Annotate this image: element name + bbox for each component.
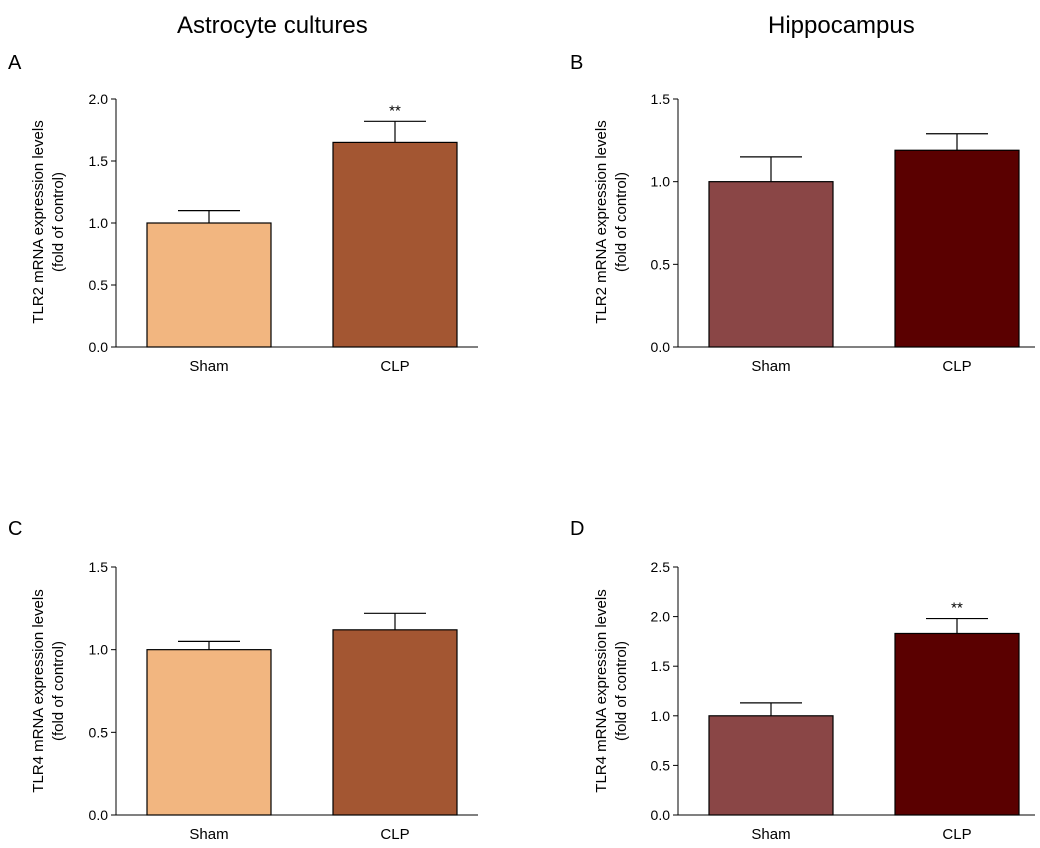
panel-d-y-axis-label-sub: (fold of control) xyxy=(613,641,630,741)
panel-letter-b: B xyxy=(570,52,584,74)
panel-c-sham-bar xyxy=(146,649,272,816)
panel-a-y-tick-label: 2.0 xyxy=(89,91,109,107)
panel-c-y-tick-label: 0.5 xyxy=(89,724,109,740)
panel-b-y-tick-label: 1.0 xyxy=(651,174,671,190)
panel-b-clp-bar xyxy=(894,149,1020,348)
panel-d-clp-bar xyxy=(894,632,1020,816)
panel-c-x-tick-label-sham: Sham xyxy=(189,826,228,843)
panel-a-y-tick-label: 1.0 xyxy=(89,215,109,231)
panel-b-sham-bar xyxy=(708,181,834,348)
panel-d-y-tick-label: 1.0 xyxy=(651,708,671,724)
panel-b-x-tick-label-clp: CLP xyxy=(942,358,971,375)
panel-d-y-tick-label: 2.0 xyxy=(651,609,671,625)
panel-d-clp-significance-label: ** xyxy=(951,600,963,617)
panel-a-y-tick-label: 0.5 xyxy=(89,277,109,293)
panel-d-y-axis-label: TLR4 mRNA expression levels xyxy=(593,589,610,792)
panel-letter-d: D xyxy=(570,518,585,540)
panel-c-clp-bar xyxy=(332,629,458,816)
panel-b-y-tick-label: 1.5 xyxy=(651,91,671,107)
panel-c-y-axis-label-sub: (fold of control) xyxy=(50,641,67,741)
panel-b-y-tick-label: 0.5 xyxy=(651,256,671,272)
panel-a-y-tick-label: 1.5 xyxy=(89,153,109,169)
panel-a-x-tick-label-sham: Sham xyxy=(189,358,228,375)
panel-a-clp-significance-label: ** xyxy=(389,102,401,119)
panel-a-clp-bar xyxy=(332,141,458,348)
panel-letter-a: A xyxy=(8,52,22,74)
panel-a-y-axis-label: TLR2 mRNA expression levels xyxy=(30,120,47,323)
panel-a-y-axis-label-sub: (fold of control) xyxy=(50,172,67,272)
panel-b-y-tick-label: 0.0 xyxy=(651,339,671,355)
panel-d-sham-bar xyxy=(708,715,834,816)
panel-c-y-tick-label: 0.0 xyxy=(89,807,109,823)
column-title-hippocampus: Hippocampus xyxy=(768,12,915,39)
panel-c-y-axis-label: TLR4 mRNA expression levels xyxy=(30,589,47,792)
panel-d-y-tick-label: 2.5 xyxy=(651,559,671,575)
panel-b-x-tick-label-sham: Sham xyxy=(751,358,790,375)
column-title-astrocyte: Astrocyte cultures xyxy=(177,12,368,39)
panel-c-x-tick-label-clp: CLP xyxy=(380,826,409,843)
panel-a-y-tick-label: 0.0 xyxy=(89,339,109,355)
panel-a-x-tick-label-clp: CLP xyxy=(380,358,409,375)
panel-letter-c: C xyxy=(8,518,23,540)
panel-d-x-tick-label-sham: Sham xyxy=(751,826,790,843)
panel-d-y-tick-label: 0.0 xyxy=(651,807,671,823)
panel-d-x-tick-label-clp: CLP xyxy=(942,826,971,843)
panel-c-y-tick-label: 1.0 xyxy=(89,642,109,658)
panel-d-y-tick-label: 1.5 xyxy=(651,658,671,674)
panel-d-y-tick-label: 0.5 xyxy=(651,757,671,773)
panel-a-sham-bar xyxy=(146,222,272,348)
panel-b-y-axis-label: TLR2 mRNA expression levels xyxy=(593,120,610,323)
panel-b-y-axis-label-sub: (fold of control) xyxy=(613,172,630,272)
panel-c-y-tick-label: 1.5 xyxy=(89,559,109,575)
